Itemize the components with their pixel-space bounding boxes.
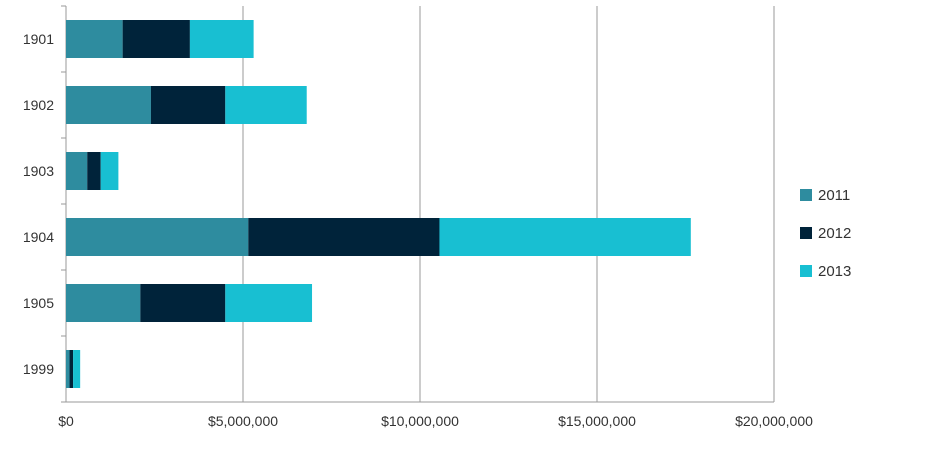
x-tick-label-1: $5,000,000 [208,413,278,429]
y-tick-label-1903: 1903 [23,163,54,179]
bar-1905-2013 [225,284,313,322]
legend-item-2012: 2012 [800,214,851,252]
y-tick-label-1905: 1905 [23,295,54,311]
bar-1905-2012 [140,284,226,322]
legend: 2011 2012 2013 [800,176,851,290]
bar-1903-2012 [87,152,101,190]
bar-1999-2013 [73,350,81,388]
legend-label-2011: 2011 [818,186,851,204]
legend-swatch-2013 [800,265,812,277]
legend-label-2012: 2012 [818,224,852,242]
legend-swatch-2011 [800,189,812,201]
x-tick-label-4: $20,000,000 [735,413,813,429]
bar-1901-2011 [66,20,123,58]
bar-1902-2011 [66,86,151,124]
bar-1903-2013 [100,152,119,190]
bar-1904-2012 [248,218,440,256]
bar-1905-2011 [66,284,141,322]
legend-label-2013: 2013 [818,262,852,280]
bar-1904-2011 [66,218,249,256]
bar-1903-2011 [66,152,88,190]
y-tick-label-1904: 1904 [23,229,54,245]
y-tick-label-1902: 1902 [23,97,54,113]
bar-1904-2013 [439,218,691,256]
x-tick-label-0: $0 [58,413,74,429]
legend-item-2013: 2013 [800,252,851,290]
bar-1901-2012 [122,20,190,58]
x-tick-label-3: $15,000,000 [558,413,636,429]
y-tick-label-1901: 1901 [23,31,54,47]
bar-1902-2012 [150,86,226,124]
bar-1901-2013 [189,20,254,58]
bar-1902-2013 [225,86,307,124]
bar-1999-2012 [69,350,74,388]
y-tick-label-1999: 1999 [23,361,54,377]
x-tick-label-2: $10,000,000 [381,413,459,429]
legend-item-2011: 2011 [800,176,851,214]
legend-swatch-2012 [800,227,812,239]
bar-1999-2011 [66,350,70,388]
